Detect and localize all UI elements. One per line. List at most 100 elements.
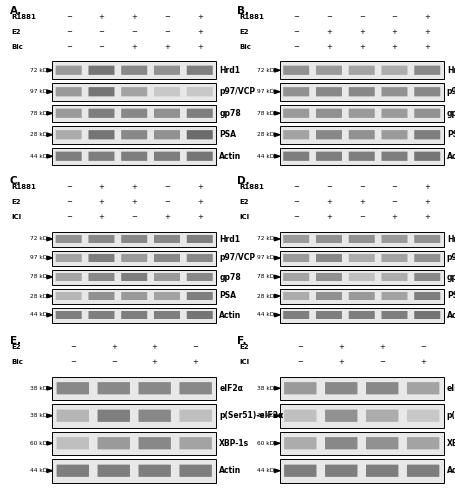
Text: +: +	[326, 199, 332, 205]
FancyBboxPatch shape	[316, 130, 342, 140]
Bar	[280, 376, 444, 400]
Text: p97/VCP: p97/VCP	[219, 254, 255, 262]
Text: −: −	[293, 214, 299, 220]
FancyBboxPatch shape	[179, 382, 212, 394]
Text: −: −	[70, 359, 76, 365]
Text: p97/VCP: p97/VCP	[219, 88, 255, 96]
FancyBboxPatch shape	[56, 382, 89, 394]
Polygon shape	[47, 112, 52, 115]
Text: −: −	[164, 29, 170, 35]
Polygon shape	[47, 442, 52, 445]
Text: +: +	[164, 214, 170, 220]
FancyBboxPatch shape	[325, 437, 358, 450]
FancyBboxPatch shape	[56, 292, 82, 300]
Bar	[52, 432, 216, 455]
FancyBboxPatch shape	[349, 235, 375, 243]
Text: E2: E2	[239, 344, 248, 350]
Polygon shape	[47, 68, 52, 72]
FancyBboxPatch shape	[88, 311, 115, 319]
Bar	[52, 288, 216, 304]
Text: E2: E2	[239, 29, 248, 35]
Polygon shape	[47, 469, 52, 472]
FancyBboxPatch shape	[97, 382, 130, 394]
Polygon shape	[47, 90, 52, 94]
FancyBboxPatch shape	[283, 66, 309, 75]
FancyBboxPatch shape	[381, 235, 408, 243]
FancyBboxPatch shape	[187, 254, 213, 262]
Bar	[280, 104, 444, 122]
FancyBboxPatch shape	[381, 87, 408, 97]
FancyBboxPatch shape	[349, 292, 375, 300]
Polygon shape	[274, 275, 280, 278]
FancyBboxPatch shape	[349, 87, 375, 97]
Text: −: −	[99, 44, 104, 50]
Text: R1881: R1881	[11, 184, 36, 190]
FancyBboxPatch shape	[325, 382, 358, 394]
Text: +: +	[359, 199, 364, 205]
Text: +: +	[339, 344, 344, 350]
FancyBboxPatch shape	[121, 235, 147, 243]
Text: Actin: Actin	[219, 466, 242, 475]
Text: PSA: PSA	[219, 292, 236, 300]
Bar	[52, 83, 216, 100]
FancyBboxPatch shape	[154, 152, 180, 161]
FancyBboxPatch shape	[414, 254, 440, 262]
FancyBboxPatch shape	[56, 66, 82, 75]
Text: +: +	[425, 199, 430, 205]
Text: R1881: R1881	[11, 14, 36, 20]
FancyBboxPatch shape	[97, 464, 130, 477]
Text: PSA: PSA	[219, 130, 236, 140]
Text: ICI: ICI	[239, 214, 249, 220]
Bar	[280, 126, 444, 144]
Text: +: +	[99, 199, 104, 205]
Text: +: +	[425, 29, 430, 35]
FancyBboxPatch shape	[154, 311, 180, 319]
Text: F.: F.	[237, 336, 247, 346]
Text: 44 kDa: 44 kDa	[30, 312, 51, 318]
FancyBboxPatch shape	[316, 87, 342, 97]
FancyBboxPatch shape	[414, 311, 440, 319]
Text: eIF2α: eIF2α	[447, 384, 455, 393]
Text: ICI: ICI	[11, 214, 21, 220]
Polygon shape	[274, 238, 280, 240]
Text: −: −	[293, 44, 299, 50]
Text: 60 kDa: 60 kDa	[30, 441, 51, 446]
FancyBboxPatch shape	[138, 410, 171, 422]
FancyBboxPatch shape	[366, 464, 399, 477]
FancyBboxPatch shape	[283, 152, 309, 161]
Text: +: +	[339, 359, 344, 365]
Text: −: −	[392, 14, 397, 20]
FancyBboxPatch shape	[88, 273, 115, 281]
FancyBboxPatch shape	[284, 410, 317, 422]
FancyBboxPatch shape	[407, 382, 440, 394]
FancyBboxPatch shape	[56, 464, 89, 477]
Text: +: +	[131, 199, 137, 205]
FancyBboxPatch shape	[138, 437, 171, 450]
FancyBboxPatch shape	[316, 292, 342, 300]
Text: −: −	[359, 184, 364, 190]
FancyBboxPatch shape	[187, 130, 213, 140]
FancyBboxPatch shape	[187, 235, 213, 243]
Text: −: −	[359, 214, 364, 220]
FancyBboxPatch shape	[97, 410, 130, 422]
Text: +: +	[359, 44, 364, 50]
Text: 28 kDa: 28 kDa	[257, 132, 278, 138]
FancyBboxPatch shape	[154, 87, 180, 97]
Polygon shape	[47, 275, 52, 278]
FancyBboxPatch shape	[56, 273, 82, 281]
Text: C.: C.	[10, 176, 21, 186]
Text: Actin: Actin	[447, 152, 455, 161]
Polygon shape	[47, 154, 52, 158]
FancyBboxPatch shape	[349, 130, 375, 140]
FancyBboxPatch shape	[414, 273, 440, 281]
Text: 97 kDa: 97 kDa	[257, 256, 278, 260]
FancyBboxPatch shape	[88, 235, 115, 243]
FancyBboxPatch shape	[381, 108, 408, 118]
FancyBboxPatch shape	[187, 292, 213, 300]
FancyBboxPatch shape	[316, 254, 342, 262]
Text: 97 kDa: 97 kDa	[257, 90, 278, 94]
Text: +: +	[197, 184, 202, 190]
Text: 78 kDa: 78 kDa	[30, 274, 51, 280]
FancyBboxPatch shape	[349, 108, 375, 118]
Text: 72 kDa: 72 kDa	[257, 236, 278, 242]
